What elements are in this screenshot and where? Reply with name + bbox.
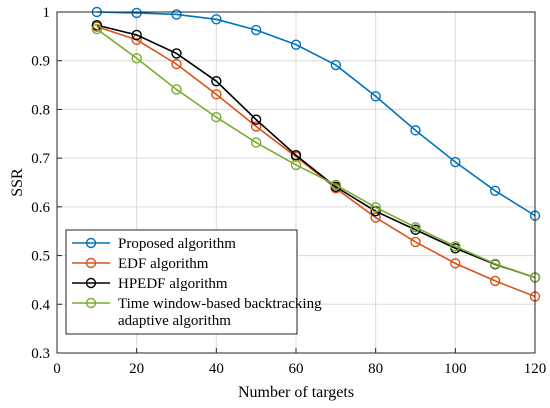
- data-point: [290, 39, 302, 50]
- legend: Proposed algorithm EDF algorithm HPEDF alg…: [65, 229, 322, 335]
- data-point: [410, 222, 421, 233]
- data-point: [131, 7, 142, 19]
- data-point: [330, 59, 342, 71]
- y-tick-label: 0.9: [31, 54, 50, 70]
- legend-label: Time window-based backtracking: [118, 296, 322, 312]
- legend-label: EDF algorithm: [118, 256, 209, 272]
- data-point: [250, 24, 262, 36]
- data-point: [171, 48, 182, 59]
- data-point: [250, 137, 262, 148]
- series-line: [96, 28, 536, 279]
- legend-marker: [85, 297, 97, 309]
- data-point: [450, 241, 461, 252]
- axis-ticks: 0 20 40 60 80 100 120 0.3 0.4 0.5 0.6 0.7 0.8 0.9 1: [31, 5, 546, 377]
- x-tick-label: 80: [368, 361, 383, 377]
- legend-label: adaptive algorithm: [118, 313, 231, 329]
- series-line: [96, 11, 536, 217]
- data-point: [131, 53, 142, 64]
- series-3: [91, 23, 541, 283]
- x-tick-label: 100: [444, 361, 467, 377]
- data-point: [171, 84, 182, 95]
- data-point: [250, 114, 262, 125]
- data-point: [489, 258, 501, 270]
- data-point: [370, 91, 381, 102]
- data-point: [131, 29, 142, 41]
- data-point: [450, 156, 461, 168]
- series-line: [96, 25, 536, 298]
- series-0: [91, 6, 541, 221]
- y-tick-label: 0.4: [31, 297, 50, 313]
- series-group: [91, 6, 541, 302]
- y-tick-label: 0.7: [31, 151, 50, 167]
- data-point: [91, 23, 103, 35]
- legend-item: EDF algorithm: [72, 256, 209, 272]
- legend-item: Proposed algorithm: [72, 236, 236, 252]
- y-tick-label: 0.8: [31, 102, 50, 118]
- x-tick-label: 0: [53, 361, 61, 377]
- data-point: [211, 89, 222, 100]
- data-point: [171, 58, 182, 70]
- x-tick-label: 60: [289, 361, 304, 377]
- x-tick-label: 20: [129, 361, 144, 377]
- data-point: [330, 179, 342, 191]
- data-point: [211, 112, 222, 123]
- data-point: [410, 236, 421, 248]
- legend-label: HPEDF algorithm: [118, 276, 228, 292]
- data-point: [370, 212, 381, 223]
- grid: [56, 11, 536, 354]
- data-point: [211, 14, 222, 25]
- y-axis-label: SSR: [9, 168, 26, 197]
- y-tick-label: 0.3: [31, 346, 50, 362]
- series-line: [96, 24, 536, 279]
- legend-item: HPEDF algorithm: [72, 276, 228, 292]
- data-point: [290, 159, 302, 171]
- legend-box: [65, 229, 298, 335]
- data-point: [171, 9, 182, 20]
- y-tick-label: 0.5: [31, 249, 50, 265]
- y-tick-label: 1: [43, 5, 51, 21]
- data-point: [250, 121, 262, 132]
- legend-marker: [85, 277, 97, 289]
- data-point: [211, 75, 222, 87]
- data-point: [450, 258, 461, 269]
- data-point: [489, 185, 501, 196]
- data-point: [370, 202, 381, 213]
- data-point: [410, 125, 421, 136]
- x-axis-label: Number of targets: [238, 384, 354, 401]
- x-tick-label: 120: [524, 361, 547, 377]
- legend-marker: [85, 257, 97, 269]
- y-tick-label: 0.6: [31, 200, 50, 216]
- legend-marker: [85, 237, 97, 249]
- data-point: [489, 275, 501, 287]
- data-point: [290, 150, 302, 161]
- x-tick-label: 40: [209, 361, 224, 377]
- legend-label: Proposed algorithm: [118, 236, 236, 252]
